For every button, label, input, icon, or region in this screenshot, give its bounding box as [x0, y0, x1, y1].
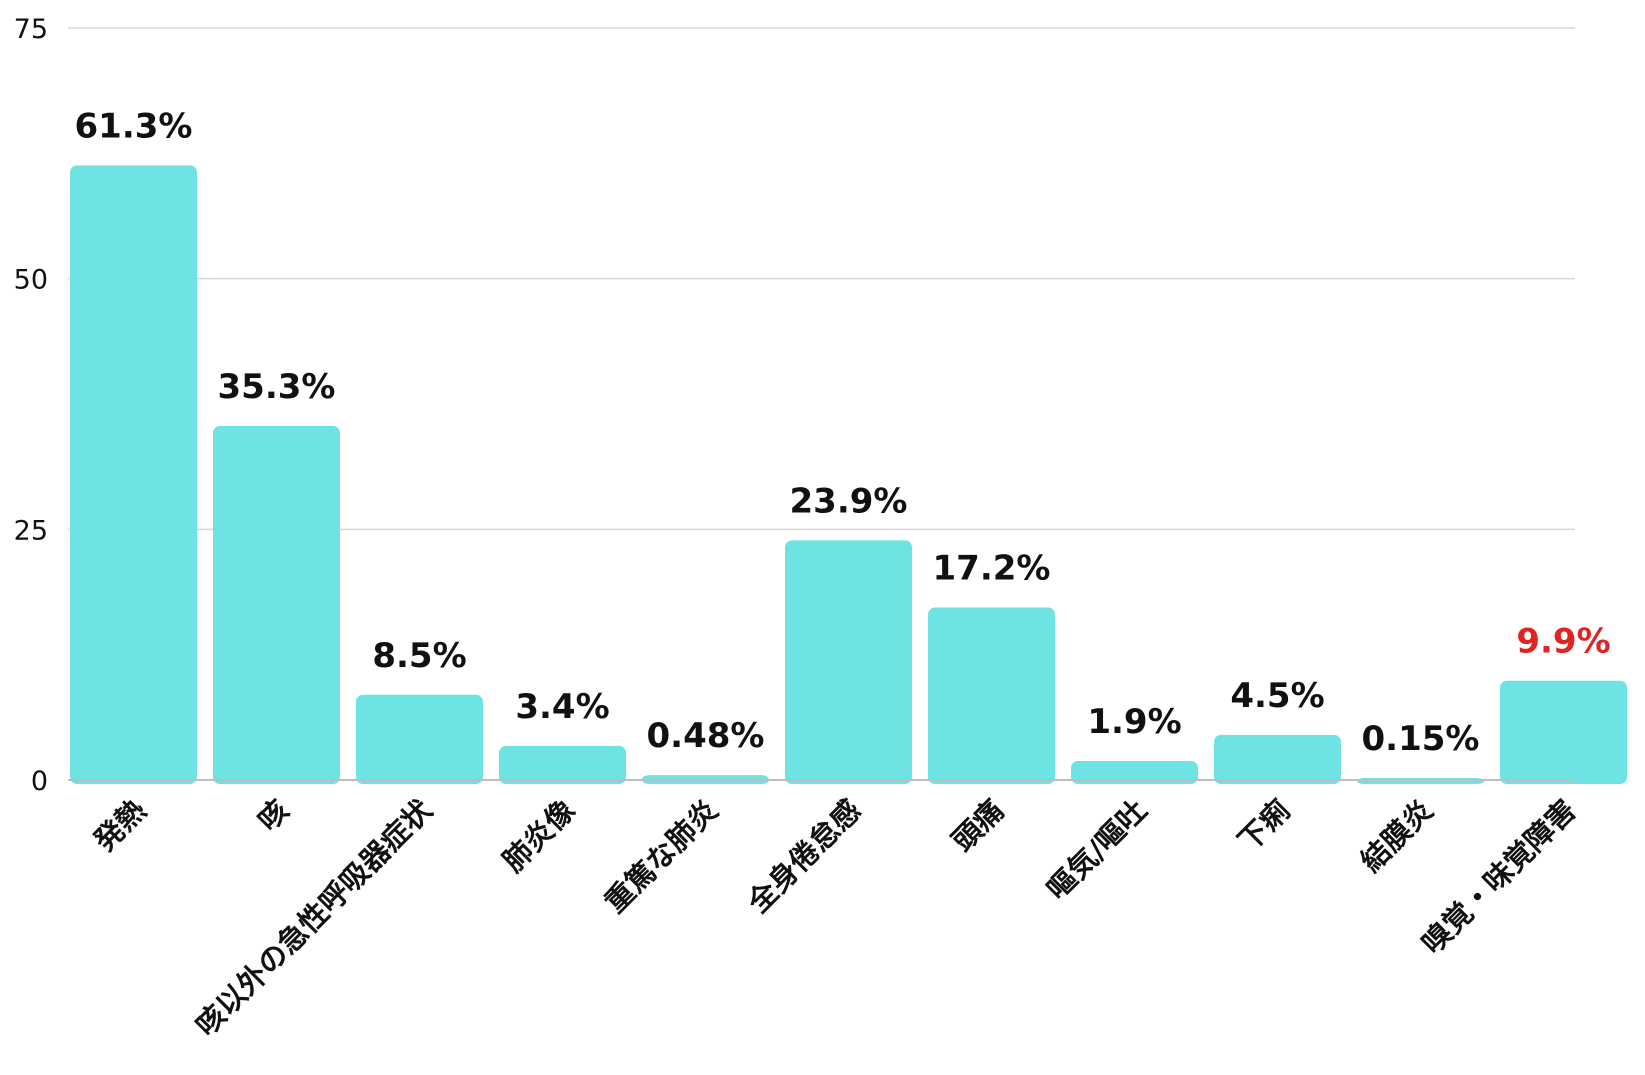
x-tick-label: 咳 [251, 793, 296, 838]
bars [70, 165, 1627, 784]
y-tick-label: 25 [14, 515, 48, 546]
bar [1214, 734, 1341, 784]
x-tick-label: 咳以外の急性呼吸器症状 [189, 792, 439, 1042]
bar [785, 540, 912, 784]
x-tick-label: 肺炎像 [496, 793, 582, 879]
x-tick-label: 頭痛 [945, 793, 1010, 858]
bar [356, 694, 483, 784]
data-label: 17.2% [933, 549, 1051, 589]
bar [499, 745, 626, 784]
data-label: 23.9% [790, 481, 908, 521]
y-tick-label: 0 [31, 766, 48, 797]
bar [1500, 680, 1627, 784]
y-tick-label: 75 [14, 14, 48, 45]
y-tick-label: 50 [14, 265, 48, 296]
value-labels: 61.3% 35.3% 8.5% 3.4% 0.48% 23.9% 17.2% 1.9% 4.5… [75, 106, 1611, 759]
x-tick-label: 発熱 [87, 793, 153, 859]
x-tick-label: 下痢 [1231, 793, 1296, 858]
data-label: 1.9% [1087, 702, 1181, 742]
bar [70, 165, 197, 784]
data-label: 3.4% [515, 687, 609, 727]
data-label: 0.48% [647, 716, 765, 756]
data-label: 0.15% [1362, 719, 1480, 759]
x-tick-label: 重篤な肺炎 [598, 793, 725, 920]
x-tick-label: 嗅覚・味覚障害 [1415, 793, 1583, 961]
x-tick-label: 嘔気/嘔吐 [1040, 793, 1154, 907]
x-tick-label: 結膜炎 [1354, 793, 1440, 879]
y-axis-ticks: 0 25 50 75 [14, 14, 48, 797]
bar [213, 426, 340, 784]
data-label: 35.3% [218, 367, 336, 407]
bar [1071, 760, 1198, 784]
bar [928, 607, 1055, 784]
x-tick-label: 全身倦怠感 [740, 793, 867, 920]
data-label: 61.3% [75, 106, 193, 146]
data-label: 8.5% [372, 636, 466, 676]
data-label: 9.9% [1516, 622, 1610, 662]
data-label: 4.5% [1230, 676, 1324, 716]
